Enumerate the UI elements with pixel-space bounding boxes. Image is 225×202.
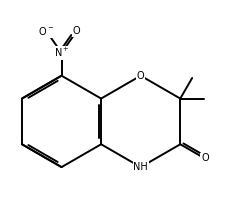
Text: NH: NH — [133, 162, 147, 172]
Text: N$^+$: N$^+$ — [54, 46, 69, 59]
Text: O: O — [136, 71, 144, 81]
Text: O: O — [200, 154, 208, 163]
Text: O$^-$: O$^-$ — [38, 25, 54, 37]
Text: O: O — [73, 26, 80, 36]
